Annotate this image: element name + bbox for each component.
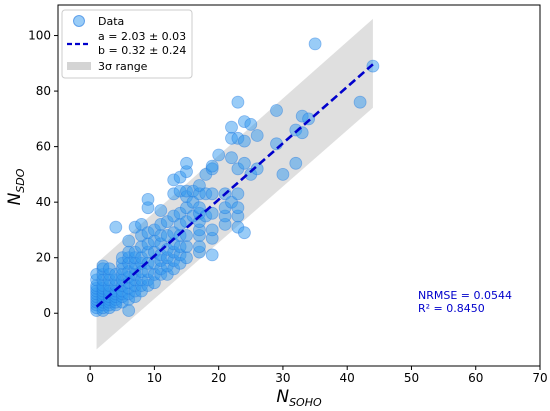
- data-point: [205, 248, 219, 262]
- x-tick-label: 0: [86, 371, 94, 385]
- x-tick-label: 60: [468, 371, 483, 385]
- legend-data-label: Data: [98, 15, 124, 28]
- data-point: [270, 104, 283, 117]
- x-tick-label: 30: [275, 371, 290, 385]
- y-axis-label: NSDO: [5, 168, 27, 205]
- y-axis-label-main: N: [5, 192, 25, 205]
- x-axis-label: NSOHO: [276, 387, 322, 409]
- data-point: [141, 192, 155, 206]
- data-point: [250, 129, 264, 142]
- data-point: [154, 204, 168, 217]
- data-point: [122, 304, 136, 317]
- legend-box: [61, 9, 193, 79]
- data-point: [192, 240, 206, 254]
- y-tick-label: 100: [28, 29, 51, 43]
- data-point: [180, 251, 193, 265]
- x-tick-label: 50: [404, 371, 419, 385]
- x-axis-label-main: N: [276, 387, 289, 407]
- data-point: [205, 187, 219, 201]
- x-tick-label: 70: [532, 371, 547, 385]
- y-tick-label: 20: [36, 251, 51, 265]
- legend: Data a = 2.03 ± 0.03 b = 0.32 ± 0.24 3σ …: [61, 9, 193, 79]
- legend-fit-label-b: b = 0.32 ± 0.24: [98, 44, 186, 57]
- y-tick-label: 80: [36, 84, 51, 98]
- data-point: [180, 229, 193, 242]
- data-point: [237, 134, 251, 148]
- y-tick-label: 40: [36, 195, 51, 209]
- data-point: [276, 167, 290, 181]
- svg-text:NSDO: NSDO: [5, 168, 27, 205]
- legend-band-marker: [67, 62, 91, 70]
- data-point: [109, 220, 123, 234]
- data-point: [237, 156, 251, 170]
- x-tick-label: 20: [211, 371, 226, 385]
- nrmse-annotation: NRMSE = 0.0544: [418, 289, 512, 302]
- data-point: [225, 120, 238, 134]
- data-point: [353, 95, 367, 109]
- data-point: [231, 187, 245, 201]
- data-point: [231, 95, 245, 109]
- data-point: [205, 223, 219, 237]
- data-point: [205, 159, 219, 173]
- x-tick-label: 40: [340, 371, 355, 385]
- data-point: [366, 59, 380, 73]
- data-point: [180, 156, 193, 170]
- data-point: [122, 234, 136, 248]
- x-tick-label: 10: [147, 371, 162, 385]
- legend-fit-label-a: a = 2.03 ± 0.03: [98, 30, 186, 43]
- data-point: [135, 217, 148, 231]
- y-axis-label-sub: SDO: [14, 168, 27, 192]
- data-point: [225, 151, 238, 165]
- data-point: [289, 156, 303, 170]
- y-tick-label: 0: [43, 306, 51, 320]
- data-point: [180, 240, 193, 254]
- data-point: [205, 206, 219, 220]
- plot-frame: [57, 4, 541, 367]
- legend-band-label: 3σ range: [98, 60, 148, 73]
- fit-line-layer: [95, 63, 374, 308]
- r2-annotation: R² = 0.8450: [418, 302, 485, 315]
- x-axis-label-sub: SOHO: [289, 396, 322, 409]
- legend-data-marker: [73, 15, 85, 27]
- data-point: [237, 226, 251, 240]
- data-point: [192, 201, 206, 215]
- data-point: [192, 179, 206, 192]
- data-point: [212, 148, 226, 162]
- data-points-layer: [90, 37, 380, 317]
- data-point: [250, 162, 264, 176]
- y-tick-label: 60: [36, 140, 51, 154]
- data-point: [308, 37, 322, 51]
- data-point: [244, 118, 258, 131]
- fit-line: [95, 63, 374, 308]
- svg-text:NSOHO: NSOHO: [276, 387, 322, 409]
- axes-layer: 0 10 20 30 40 50 60 70 0 20 40 60 80 100: [28, 4, 548, 385]
- data-point: [231, 201, 245, 215]
